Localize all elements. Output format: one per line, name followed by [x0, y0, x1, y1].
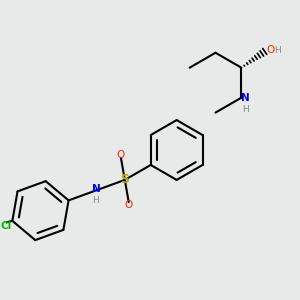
- Text: S: S: [120, 173, 129, 186]
- Text: N: N: [241, 93, 250, 103]
- Text: H: H: [274, 46, 281, 55]
- Text: N: N: [92, 184, 101, 194]
- Text: H: H: [242, 104, 249, 113]
- Text: O: O: [117, 150, 125, 160]
- Text: O: O: [266, 45, 274, 55]
- Text: O: O: [124, 200, 133, 210]
- Text: Cl: Cl: [0, 221, 11, 231]
- Text: H: H: [92, 196, 99, 206]
